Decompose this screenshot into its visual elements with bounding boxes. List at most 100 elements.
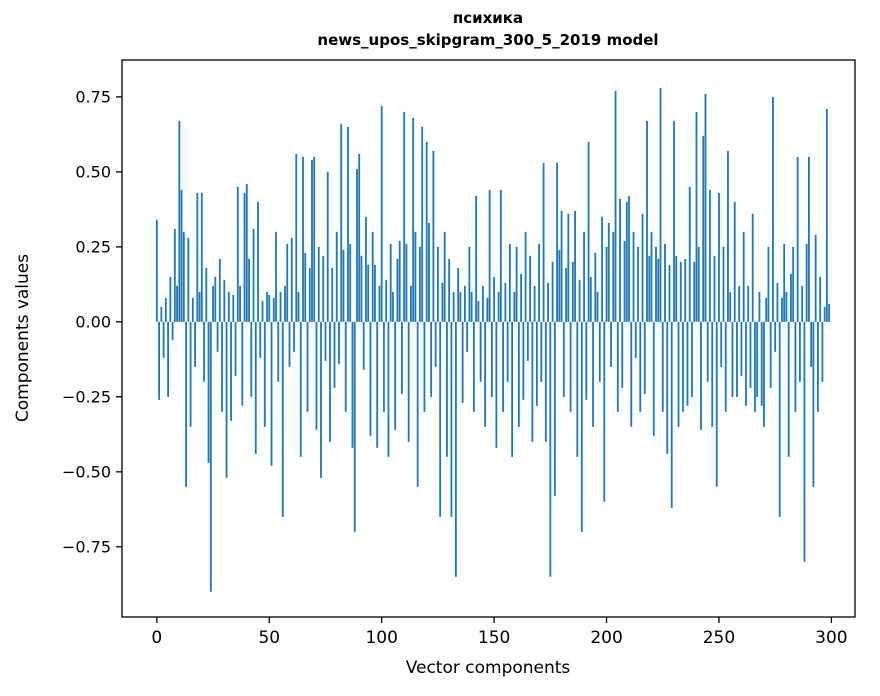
x-tick-label: 100: [365, 628, 397, 648]
bar: [230, 321, 232, 421]
bar: [817, 321, 819, 412]
bar: [702, 135, 705, 322]
bar: [634, 321, 637, 358]
bar: [657, 258, 660, 322]
bar: [387, 321, 390, 457]
bar: [268, 294, 271, 322]
bar: [241, 321, 244, 406]
bar: [322, 255, 325, 322]
bar: [401, 321, 403, 394]
bar: [326, 171, 329, 322]
bar: [783, 243, 786, 322]
x-tick-label: 150: [478, 628, 510, 648]
bar: [522, 321, 525, 400]
bar: [216, 321, 219, 352]
bar: [556, 162, 558, 322]
bar: [463, 285, 466, 322]
bar: [630, 321, 633, 427]
bar: [198, 291, 201, 322]
bar: [718, 192, 720, 322]
bar: [338, 321, 340, 364]
bar: [434, 321, 437, 367]
bar: [371, 231, 374, 322]
bar: [349, 243, 352, 322]
bar: [335, 231, 338, 322]
y-tick-label: 0.25: [75, 237, 111, 256]
bar: [342, 249, 345, 322]
bar: [549, 321, 552, 577]
bar: [351, 321, 354, 448]
x-axis-label: Vector components: [406, 658, 571, 678]
bar: [688, 186, 691, 322]
bar: [769, 321, 772, 388]
bar: [682, 321, 684, 412]
x-tick-label: 0: [151, 628, 162, 648]
bar: [531, 321, 534, 442]
bar: [605, 246, 608, 322]
bar: [275, 231, 277, 322]
bar: [664, 243, 666, 322]
bar: [517, 321, 520, 427]
bar: [648, 255, 651, 322]
bar: [756, 321, 759, 397]
bar: [225, 321, 228, 478]
bar: [340, 123, 343, 322]
bar: [520, 273, 522, 322]
bar: [637, 246, 639, 322]
bar: [695, 111, 698, 322]
bar: [776, 282, 779, 322]
bar: [396, 258, 399, 322]
bar: [479, 321, 482, 382]
bar: [191, 297, 194, 322]
bar: [320, 321, 322, 478]
bar: [754, 321, 756, 412]
bar: [738, 285, 741, 322]
bar: [736, 321, 738, 397]
y-tick-label: 0.00: [75, 312, 111, 331]
bar: [497, 291, 500, 322]
bar: [205, 267, 208, 322]
bar: [700, 321, 702, 430]
bar: [540, 321, 543, 382]
bar: [243, 192, 246, 322]
bar: [171, 321, 174, 340]
bar: [535, 321, 538, 406]
bar: [392, 291, 394, 322]
bar: [488, 189, 491, 322]
bar: [529, 255, 531, 322]
bar: [376, 321, 379, 448]
bar: [302, 156, 304, 322]
bar: [513, 291, 516, 322]
bar: [506, 321, 509, 382]
bar: [358, 153, 361, 322]
bar: [169, 276, 172, 322]
bar: [297, 291, 300, 322]
bar: [286, 243, 289, 322]
bar: [670, 321, 673, 508]
bar: [248, 258, 250, 322]
bar: [365, 216, 367, 322]
bar: [547, 282, 549, 322]
bar: [803, 321, 806, 562]
bar: [790, 273, 792, 322]
bar: [468, 246, 471, 322]
bar: [284, 285, 286, 322]
bar: [724, 321, 727, 412]
bar: [158, 321, 160, 400]
bar: [558, 249, 561, 322]
bar: [490, 321, 493, 397]
bar: [374, 264, 376, 322]
bar: [706, 321, 709, 382]
bar: [385, 279, 388, 322]
bar: [457, 267, 460, 322]
bar: [407, 321, 410, 442]
bar: [162, 321, 165, 358]
bar: [311, 159, 313, 322]
bar: [594, 252, 597, 322]
bar: [652, 321, 655, 436]
bar: [250, 321, 253, 397]
bar: [367, 264, 370, 322]
bar: [614, 90, 617, 322]
bar: [679, 261, 682, 322]
